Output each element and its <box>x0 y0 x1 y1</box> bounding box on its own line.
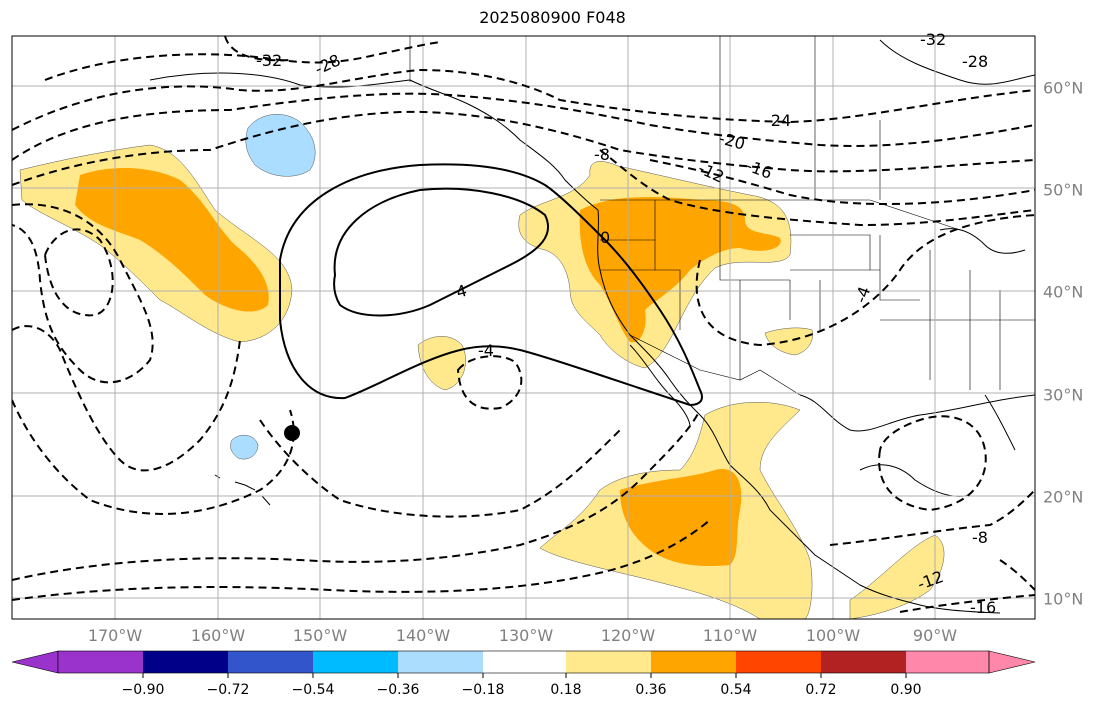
contours-negative <box>12 36 1035 613</box>
contour-label: 0 <box>600 228 610 247</box>
colorbar-tick-label: −0.90 <box>121 682 165 698</box>
contour-neg-gulf <box>878 415 987 512</box>
colorbar-bin <box>58 651 143 673</box>
contour-pos-4 <box>333 187 550 317</box>
colorbar-tick-label: −0.18 <box>461 682 505 698</box>
contour-neg-24 <box>12 68 1035 131</box>
colorbar <box>11 650 1036 678</box>
gridlines <box>12 36 1035 619</box>
contour-label: -24 <box>765 111 791 130</box>
contour-neg-16 <box>12 110 1035 186</box>
contour-neg-pac-1 <box>12 203 154 384</box>
colorbar-bin <box>228 651 313 673</box>
contour-neg-4-offshore <box>456 355 523 410</box>
contour-label: -28 <box>962 52 988 71</box>
shade-positive-mexico-core <box>620 469 742 567</box>
colorbar-bin <box>398 651 483 673</box>
lon-label: 160°W <box>190 626 246 645</box>
contour-label: -4 <box>478 341 494 360</box>
colorbar-bin <box>651 651 736 673</box>
coast-florida <box>984 394 1016 451</box>
lat-label: 30°N <box>1043 385 1084 405</box>
shade-positive-small <box>764 327 813 356</box>
contours-positive <box>279 163 703 407</box>
shade-positive-offshore <box>417 336 466 391</box>
lon-label: 110°W <box>702 626 758 645</box>
colorbar-bin <box>906 651 989 673</box>
lon-label: 100°W <box>805 626 861 645</box>
contour-neg-8 <box>599 149 1035 227</box>
contour-neg-8-south <box>12 409 701 581</box>
location-marker <box>284 425 300 441</box>
map-frame-bg <box>12 36 1035 619</box>
colorbar-bin <box>143 651 228 673</box>
colorbar-bin <box>821 651 906 673</box>
shade-negative-gulf-alaska <box>245 114 316 177</box>
contour-neg-pac-2 <box>43 228 114 317</box>
contour-neg-hawaii <box>259 419 621 518</box>
contour-neg-pac-4 <box>12 399 295 515</box>
lon-label: 130°W <box>498 626 554 645</box>
shading-layer <box>19 114 945 619</box>
coast-hudson <box>879 39 1035 85</box>
lat-label: 50°N <box>1043 180 1084 200</box>
colorbar-bin <box>483 651 566 673</box>
lon-label: 140°W <box>395 626 451 645</box>
contour-label: -32 <box>920 30 946 49</box>
shade-negative-hawaii <box>230 434 259 460</box>
colorbar-bin <box>736 651 821 673</box>
colorbar-bin <box>566 651 651 673</box>
contour-neg-28 <box>44 41 441 81</box>
contour-neg-pac-3 <box>12 325 241 472</box>
contour-neg-4-east <box>695 214 1035 347</box>
lon-label: 120°W <box>600 626 656 645</box>
lat-label: 20°N <box>1043 487 1084 507</box>
colorbar-outline <box>57 650 990 674</box>
colorbar-tick-label: −0.72 <box>206 682 250 698</box>
colorbar-extend-right <box>988 650 1036 674</box>
contour-neg-12-south <box>12 519 711 601</box>
colorbar-bin <box>313 651 398 673</box>
contour-pos-0 <box>279 163 703 407</box>
colorbar-tick-label: −0.36 <box>376 682 420 698</box>
map-title: 2025080900 F048 <box>479 8 626 27</box>
contour-label: 4 <box>454 281 469 302</box>
contour-neg-12 <box>649 159 1035 206</box>
colorbar-tick-label: 0.36 <box>635 682 667 698</box>
lat-label: 60°N <box>1043 78 1084 98</box>
coast-baja <box>629 344 691 426</box>
lat-label: 40°N <box>1043 282 1084 302</box>
lat-label: 10°N <box>1043 589 1084 609</box>
lon-label: 170°W <box>87 626 143 645</box>
contour-neg-se <box>999 559 1035 591</box>
contour-label: -4 <box>851 284 874 305</box>
contour-neg-carib <box>829 489 1035 546</box>
border-us-canada <box>600 199 961 231</box>
colorbar-tick-label: 0.90 <box>890 682 922 698</box>
contour-label: -16 <box>970 598 996 617</box>
colorbar-tick-label: 0.18 <box>550 682 582 698</box>
contour-label: -8 <box>594 145 610 164</box>
colorbar-tick-label: −0.54 <box>291 682 335 698</box>
lon-label: 90°W <box>912 626 958 645</box>
colorbar-tick-label: 0.54 <box>720 682 752 698</box>
colorbar-tick-label: 0.72 <box>805 682 837 698</box>
shade-positive-pacific-core <box>75 168 269 312</box>
contour-label: -32 <box>256 51 282 70</box>
map-frame <box>11 35 1036 620</box>
contour-neg-20 <box>12 92 1035 161</box>
coast-gulf <box>799 394 1035 432</box>
contour-label: -8 <box>972 528 988 547</box>
border-states-1 <box>654 200 920 380</box>
lon-label: 150°W <box>292 626 348 645</box>
colorbar-extend-left <box>11 650 59 674</box>
colorbar-tick-marks <box>142 673 907 678</box>
contour-neg-16-south <box>899 594 1035 613</box>
